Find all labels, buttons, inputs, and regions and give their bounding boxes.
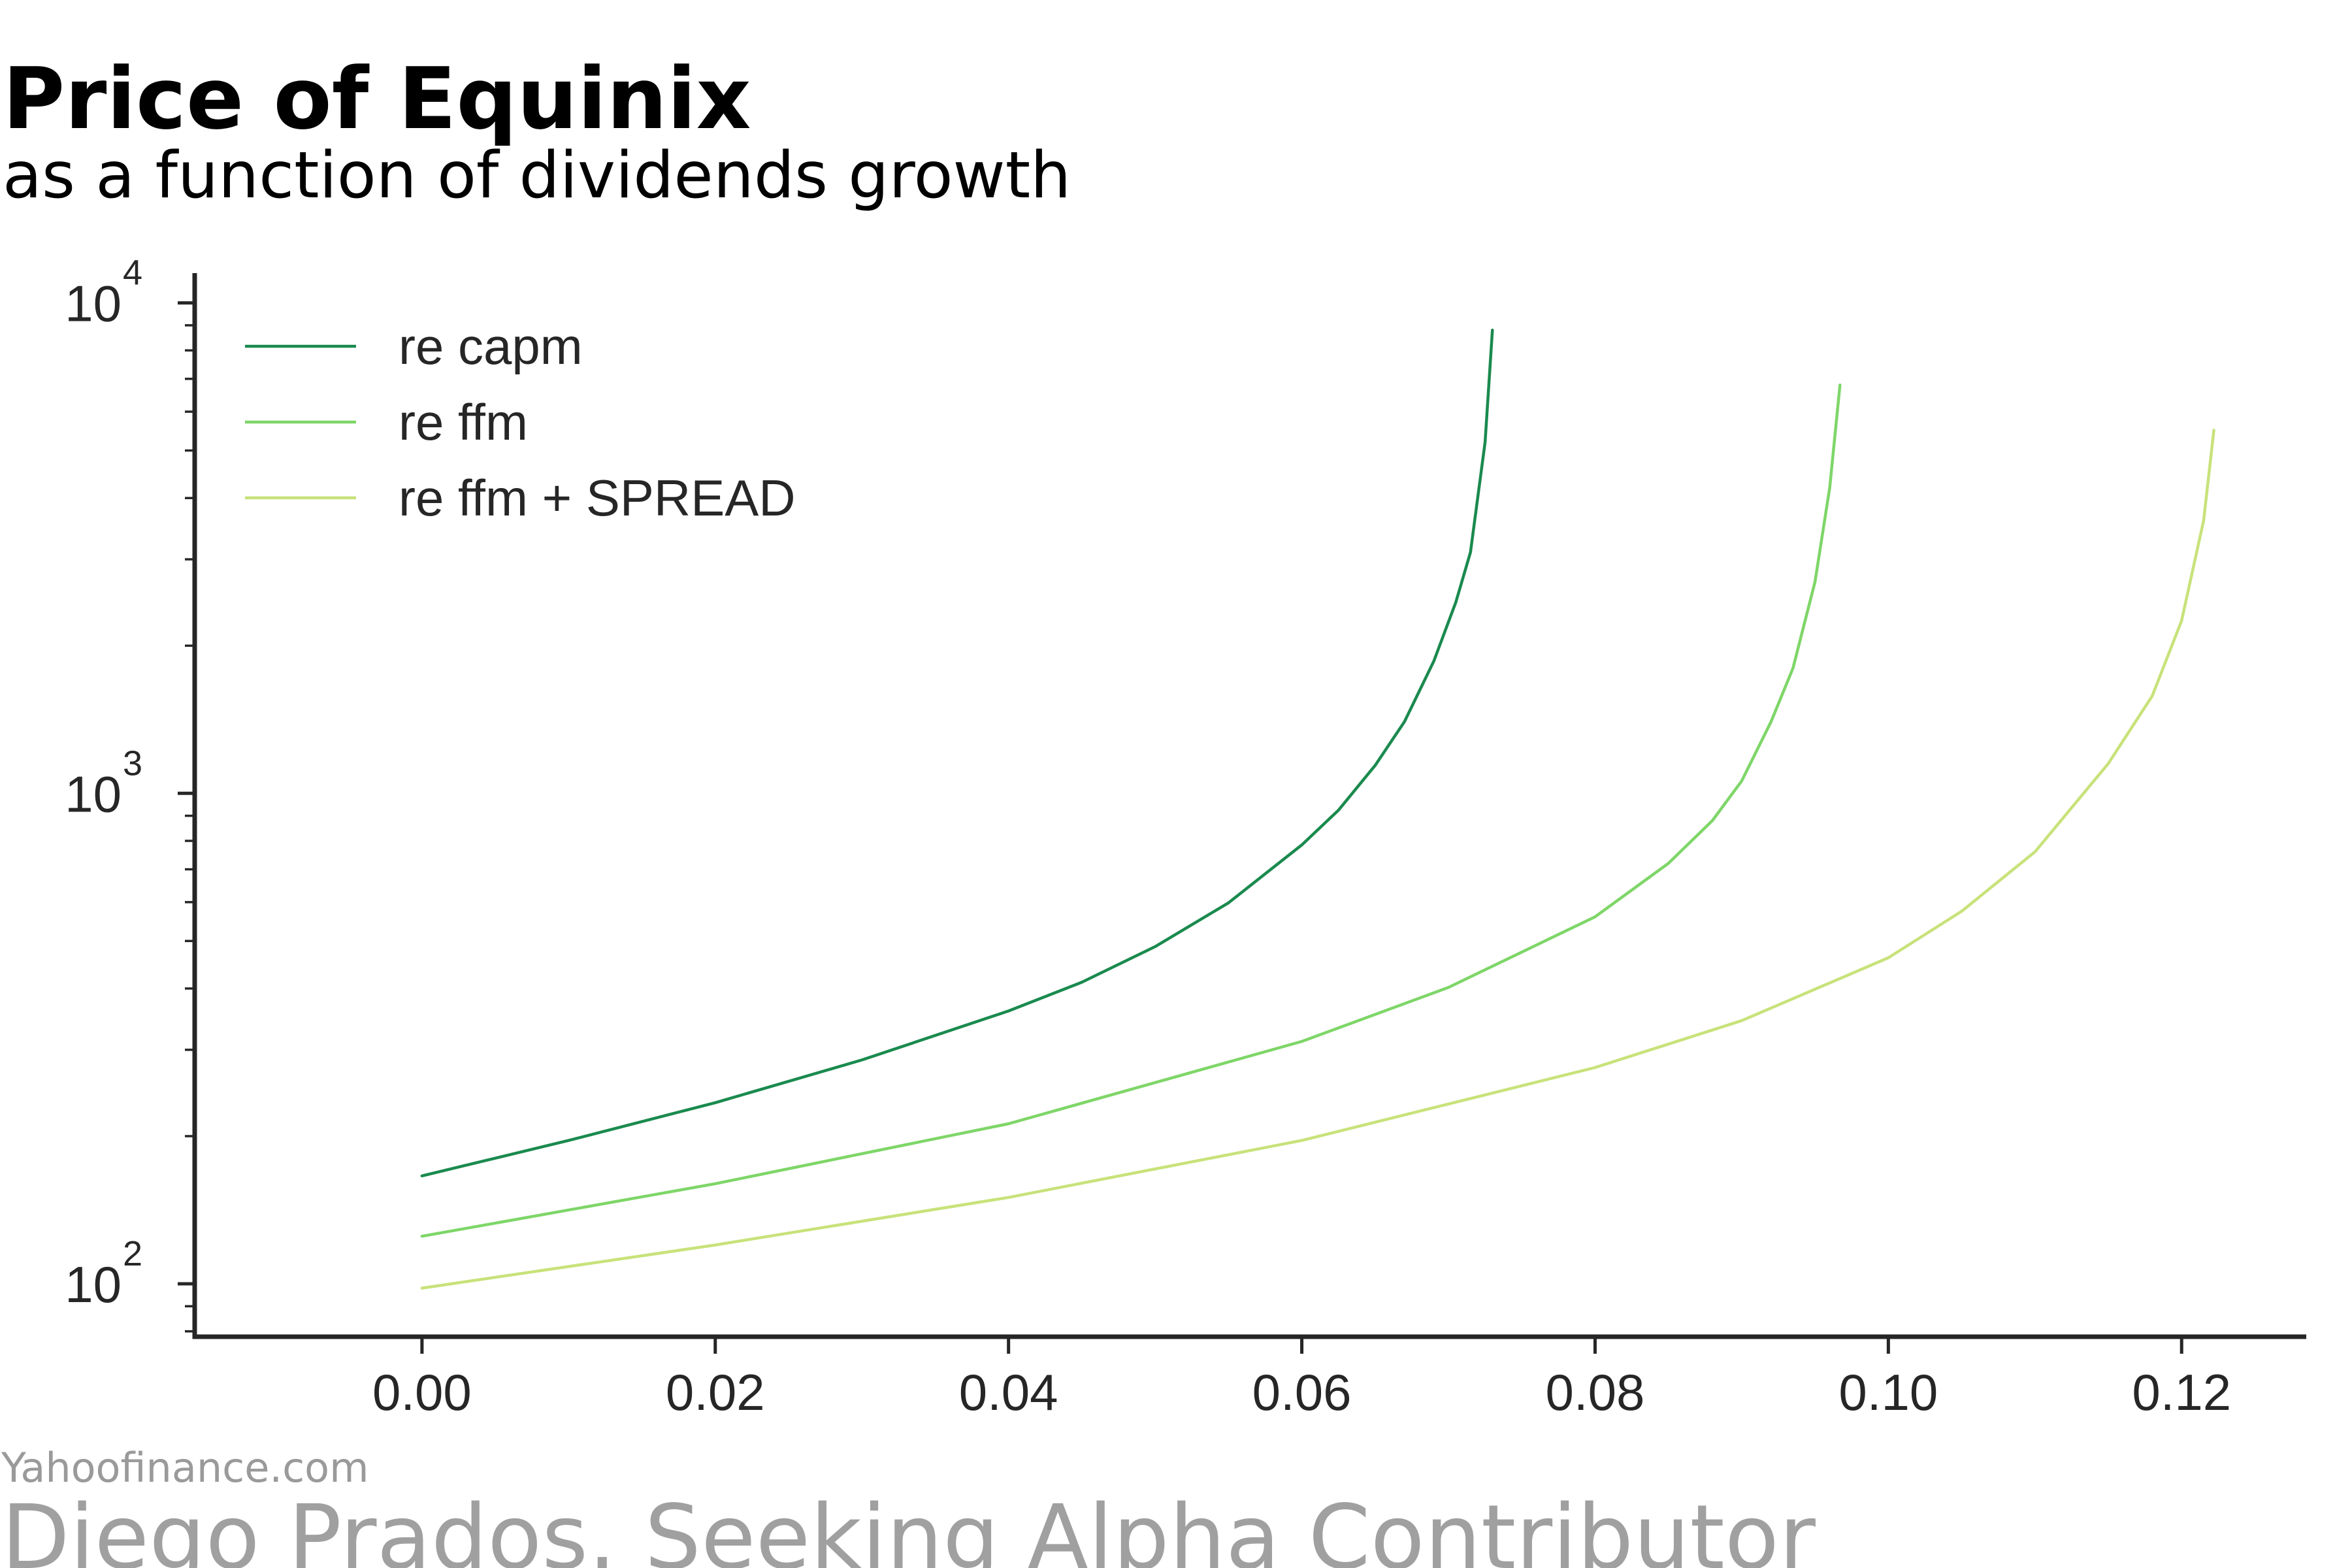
legend-label: re ffm: [399, 393, 528, 451]
y-tick-label: 10: [65, 1256, 122, 1313]
series-line-1: [420, 328, 1494, 1178]
x-tick-label: 0.06: [1252, 1364, 1352, 1421]
chart-title: Price of Equinix: [3, 49, 751, 148]
x-tick-label: 0.00: [372, 1364, 472, 1421]
y-tick-exponent: 2: [123, 1234, 142, 1273]
y-tick-label: 10: [65, 765, 122, 823]
source-note: Yahoofinance.com: [1, 1444, 368, 1492]
chart-subtitle: as a function of dividends growth: [3, 139, 1071, 213]
legend-label: re capm: [399, 318, 583, 375]
legend-label: re ffm + SPREAD: [399, 469, 796, 527]
y-tick-exponent: 3: [123, 743, 142, 783]
series-line-2: [420, 384, 1842, 1238]
series-line-3: [420, 429, 2215, 1290]
x-axis-ticks: 0.00 0.02 0.04 0.06 0.08 0.10 0.12: [372, 1337, 2231, 1421]
x-tick-label: 0.04: [959, 1364, 1058, 1421]
x-tick-label: 0.10: [1838, 1364, 1938, 1421]
y-tick-label: 10: [65, 275, 122, 333]
x-tick-label: 0.12: [2132, 1364, 2231, 1421]
series-lines: [420, 328, 2215, 1290]
legend: re capm re ffm re ffm + SPREAD: [245, 318, 796, 527]
x-tick-label: 0.08: [1546, 1364, 1645, 1421]
y-tick-exponent: 4: [123, 253, 142, 293]
author-credit: Diego Prados. Seeking Alpha Contributor: [1, 1486, 1816, 1568]
x-tick-label: 0.02: [666, 1364, 765, 1421]
